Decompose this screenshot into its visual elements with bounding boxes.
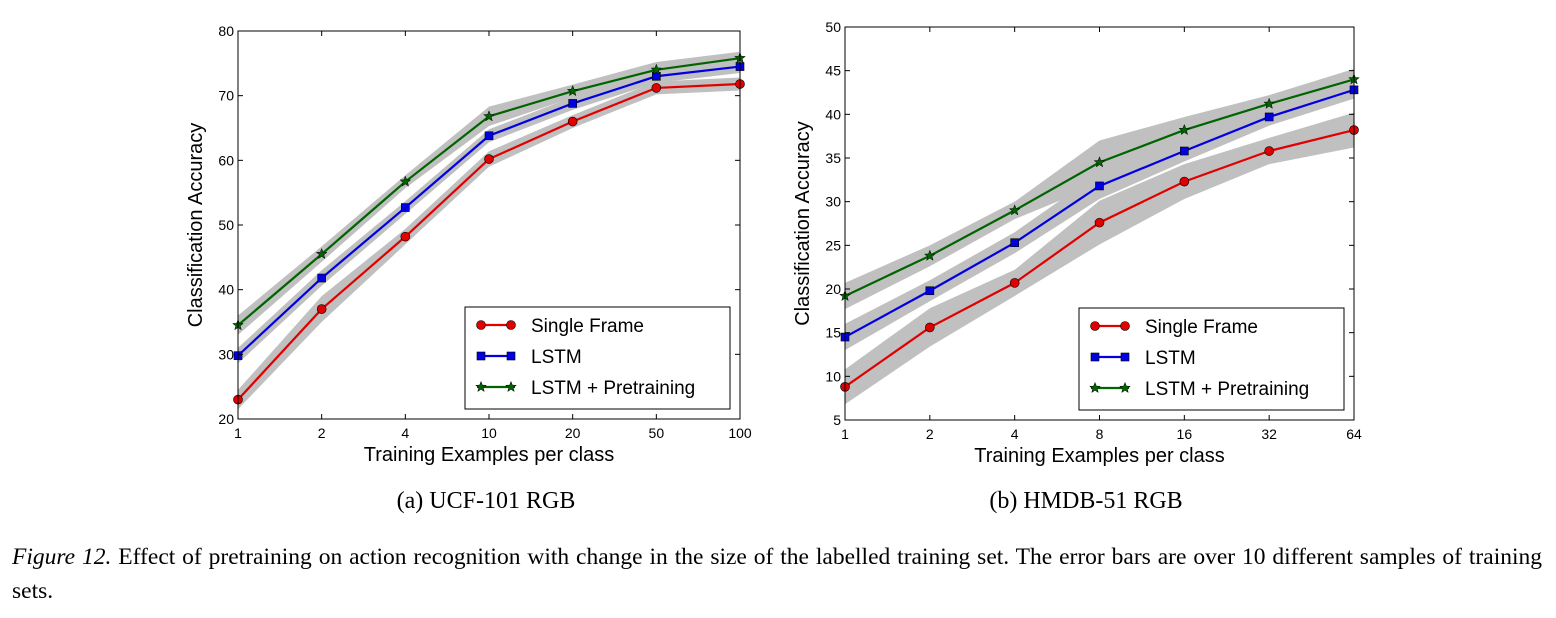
- b-xtick-label-2: 4: [1011, 426, 1019, 442]
- chart-hmdb51: 5 10 15 20 25 30 35 40 45 50 1 2 4 8 16 32 64 Training Ex…: [792, 19, 1362, 467]
- b-ytick-label-5: 30: [825, 194, 841, 210]
- a-point-1-2: [401, 203, 410, 212]
- b-xtick-label-6: 64: [1346, 426, 1362, 442]
- a-xtick-label-3: 10: [481, 425, 497, 441]
- b-point-2-4: [1178, 123, 1191, 136]
- subcaption-b: (b) HMDB-51 RGB: [989, 488, 1183, 514]
- b-ytick-label-9: 50: [825, 19, 841, 35]
- b-point-0-5: [1264, 146, 1274, 156]
- a-point-0-4: [567, 116, 578, 127]
- b-legend-marker-b-2: [1119, 381, 1131, 394]
- b-ytick-label-7: 40: [825, 106, 841, 122]
- b-legend-marker-a-1: [1090, 352, 1100, 362]
- b-ytick-label-4: 25: [825, 237, 841, 253]
- b-point-1-5: [1264, 112, 1274, 122]
- a-legend-label-0: Single Frame: [531, 316, 644, 337]
- a-xtick-label-5: 50: [649, 425, 665, 441]
- a-legend-label-1: LSTM: [531, 347, 582, 368]
- b-error-band-1: [845, 81, 1354, 351]
- a-legend-marker-a-0: [476, 320, 486, 330]
- a-point-0-3: [484, 154, 494, 164]
- a-legend-marker-b-1: [506, 351, 516, 361]
- b-xtick-label-4: 16: [1177, 426, 1193, 442]
- chart-ucf101: 20 30 40 50 60 70 80 1 2 4 10 20 50 100 Training Examp…: [185, 23, 752, 466]
- b-legend-marker-b-0: [1120, 321, 1130, 331]
- a-ytick-label-1: 30: [218, 346, 234, 362]
- a-point-0-1: [316, 304, 327, 314]
- b-ytick-label-6: 35: [825, 150, 841, 166]
- b-legend-label-2: LSTM + Pretraining: [1145, 379, 1309, 400]
- figure-caption: Figure 12. Effect of pretraining on acti…: [12, 540, 1542, 608]
- b-xtick-label-3: 8: [1096, 426, 1104, 442]
- b-legend-label-1: LSTM: [1145, 348, 1196, 369]
- a-point-0-5: [651, 83, 662, 93]
- b-y-axis-label: Classification Accuracy: [792, 121, 814, 326]
- b-legend-label-0: Single Frame: [1145, 317, 1258, 338]
- b-x-axis-label: Training Examples per class: [974, 445, 1224, 467]
- b-ytick-label-1: 10: [825, 368, 841, 384]
- b-legend-marker-b-1: [1120, 352, 1130, 362]
- subcaption-a: (a) UCF-101 RGB: [396, 488, 576, 514]
- a-point-2-3: [483, 110, 495, 122]
- a-xtick-label-0: 1: [234, 425, 242, 441]
- b-legend-marker-a-0: [1090, 321, 1100, 331]
- b-legend-marker-a-2: [1089, 381, 1101, 394]
- b-point-0-3: [1094, 217, 1105, 228]
- a-point-1-1: [317, 273, 326, 283]
- a-ytick-label-5: 70: [218, 88, 234, 104]
- b-xtick-label-5: 32: [1261, 426, 1277, 442]
- a-legend-marker-a-1: [476, 351, 486, 361]
- a-legend-marker-b-0: [506, 320, 516, 330]
- b-point-2-3: [1093, 156, 1106, 168]
- b-point-1-4: [1180, 146, 1189, 156]
- a-xtick-label-6: 100: [728, 425, 752, 441]
- b-ytick-label-8: 45: [825, 63, 841, 79]
- b-ytick-label-0: 5: [833, 412, 841, 428]
- b-point-0-1: [925, 322, 935, 333]
- a-ytick-label-3: 50: [218, 217, 234, 233]
- a-xtick-label-4: 20: [565, 425, 581, 441]
- b-xtick-label-1: 2: [926, 426, 934, 442]
- b-ytick-label-2: 15: [825, 325, 841, 341]
- b-point-2-2: [1008, 204, 1021, 216]
- b-ytick-label-3: 20: [825, 281, 841, 297]
- a-x-axis-label: Training Examples per class: [364, 444, 614, 466]
- a-ytick-label-0: 20: [218, 411, 234, 427]
- a-ytick-label-2: 40: [218, 282, 234, 298]
- a-point-2-4: [566, 84, 579, 97]
- b-point-1-2: [1010, 238, 1019, 248]
- b-point-0-4: [1179, 176, 1190, 187]
- a-point-0-2: [400, 231, 411, 242]
- b-point-1-3: [1095, 181, 1104, 191]
- a-point-2-2: [399, 175, 412, 187]
- a-point-1-3: [484, 131, 494, 141]
- a-point-2-1: [315, 247, 328, 260]
- figure-label: Figure 12.: [12, 544, 112, 570]
- b-point-0-2: [1009, 278, 1020, 288]
- b-point-2-5: [1263, 97, 1276, 109]
- a-ytick-label-4: 60: [218, 152, 234, 168]
- a-xtick-label-1: 2: [318, 425, 326, 441]
- a-y-axis-label: Classification Accuracy: [185, 123, 207, 328]
- b-xtick-label-0: 1: [841, 426, 849, 442]
- a-point-2-5: [650, 63, 663, 75]
- a-legend-marker-a-2: [475, 380, 487, 393]
- b-point-1-1: [925, 286, 935, 296]
- caption-text: Effect of pretraining on action recognit…: [12, 544, 1543, 604]
- a-ytick-label-6: 80: [218, 23, 234, 39]
- a-error-band-2: [238, 51, 740, 335]
- a-point-1-4: [568, 99, 577, 108]
- a-legend-label-2: LSTM + Pretraining: [531, 378, 695, 399]
- a-legend-marker-b-2: [505, 380, 517, 393]
- a-xtick-label-2: 4: [401, 425, 409, 441]
- b-point-2-1: [923, 249, 936, 261]
